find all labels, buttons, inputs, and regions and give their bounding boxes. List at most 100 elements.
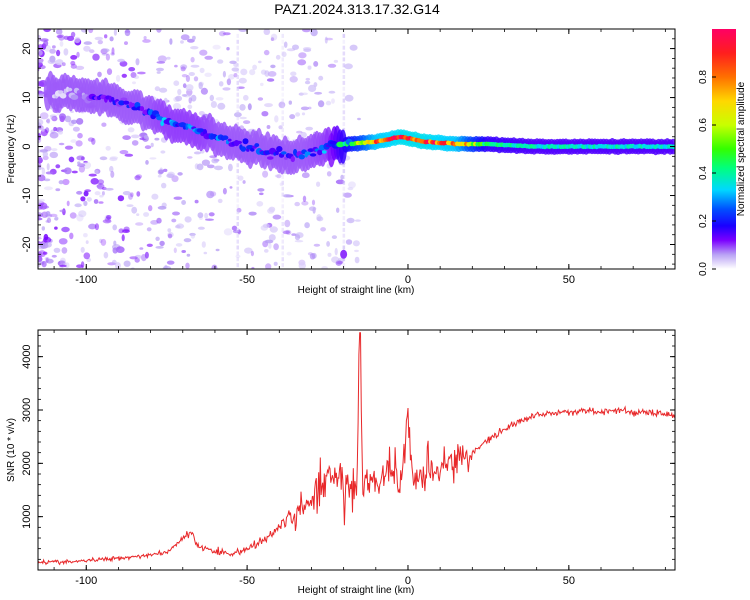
spectrogram-noise-patch (80, 261, 85, 269)
spectrogram-noise-patch (193, 76, 199, 82)
spectrogram-ridge-cell (240, 146, 247, 152)
spectrogram-noise-patch (94, 191, 101, 196)
spectrogram-noise-stripe (281, 216, 284, 221)
spectrogram-noise-patch (98, 201, 104, 204)
spectrogram-noise-patch (301, 92, 308, 96)
spectrogram-noise-patch (43, 233, 49, 241)
spectrogram-noise-patch (217, 102, 226, 110)
spectrogram-noise-patch (38, 203, 43, 210)
spectrogram-noise-patch (45, 211, 51, 217)
spectrogram-noise-patch (58, 34, 65, 41)
spectrogram-noise-patch (295, 232, 304, 239)
spectrogram-noise-stripe (342, 75, 346, 79)
spectrogram-noise-patch (70, 60, 76, 66)
spectrogram-noise-patch (181, 94, 188, 97)
spectrogram-noise-patch (294, 240, 304, 243)
spectrogram-noise-blob (340, 249, 348, 259)
spectrogram-noise-patch (167, 233, 173, 239)
spectrogram-noise-patch (286, 48, 296, 52)
spectrogram-noise-stripe (342, 198, 346, 203)
spectrogram-noise-stripe (236, 263, 239, 268)
spectrogram-noise-patch (160, 150, 166, 154)
spectrogram-noise-stripe (281, 257, 284, 262)
spectrogram-noise-stripe (281, 245, 284, 250)
spectrogram-noise-patch (59, 41, 64, 47)
spectrogram-noise-patch (327, 252, 332, 257)
spectrogram-noise-patch (41, 260, 47, 268)
spectrogram-noise-patch (131, 206, 138, 214)
spectrogram-noise-patch (181, 74, 188, 78)
spectrogram-noise-stripe (342, 45, 346, 50)
snr-panel: -100 -50 0 50 1000 2000 3000 4000 Height of st… (6, 329, 676, 596)
y-tick-label: -20 (21, 237, 33, 253)
spectrogram-noise-patch (313, 82, 318, 88)
spectrogram-x-axis-label: Height of straight line (km) (298, 285, 415, 296)
spectrogram-noise-patch (76, 118, 84, 125)
spectrogram-noise-patch (105, 145, 111, 151)
spectrogram-ridge-cell (123, 100, 130, 105)
spectrogram-noise-patch (156, 61, 166, 64)
spectrogram-noise-stripe (236, 245, 239, 250)
spectrogram-noise-patch (38, 122, 42, 130)
spectrogram-noise-patch (115, 74, 121, 82)
spectrogram-noise-patch (82, 161, 92, 169)
spectrogram-noise-stripe (236, 186, 239, 191)
spectrogram-noise-patch (222, 87, 231, 91)
spectrogram-noise-patch (273, 261, 278, 266)
spectrogram-noise-patch (38, 250, 46, 258)
snr-frame (37, 329, 676, 571)
spectrogram-noise-patch (308, 206, 317, 211)
spectrogram-noise-patch (51, 148, 58, 152)
spectrogram-noise-patch (264, 103, 273, 108)
spectrogram-noise-patch (70, 55, 78, 60)
spectrogram-noise-patch (218, 30, 226, 37)
spectrogram-noise-patch (59, 209, 65, 213)
spectrogram-ridge-cell (227, 138, 232, 142)
spectrogram-y-axis-label: Frequency (Hz) (6, 115, 17, 184)
spectrogram-noise-stripe (281, 69, 284, 74)
spectrogram-noise-stripe (281, 127, 284, 132)
spectrogram-noise-patch (99, 238, 103, 243)
snr-plot-area (38, 330, 675, 570)
spectrogram-noise-stripe (236, 180, 239, 185)
spectrogram-noise-stripe (281, 63, 284, 68)
spectrogram-noise-stripe (237, 269, 240, 273)
spectrogram-noise-patch (218, 81, 224, 87)
spectrogram-ridge-cell (196, 128, 205, 133)
spectrogram-noise-patch (302, 29, 311, 33)
spectrogram-noise-patch (268, 206, 276, 213)
spectrogram-ridge-cell (281, 151, 287, 155)
spectrogram-noise-patch (240, 68, 248, 76)
spectrogram-noise-patch (231, 225, 238, 231)
spectrogram-noise-patch (78, 165, 85, 173)
spectrogram-noise-patch (236, 207, 242, 213)
spectrogram-noise-patch (326, 171, 332, 177)
spectrogram-noise-stripe (342, 86, 346, 91)
spectrogram-noise-patch (354, 219, 361, 222)
spectrogram-noise-patch (122, 135, 131, 141)
spectrogram-noise-patch (132, 81, 136, 85)
spectrogram-noise-patch (296, 130, 303, 134)
spectrogram-noise-patch (41, 205, 50, 209)
spectrogram-noise-patch (52, 45, 56, 49)
spectrogram-noise-patch (307, 65, 312, 70)
spectrogram-noise-stripe (281, 116, 284, 121)
spectrogram-noise-patch (192, 35, 196, 41)
spectrogram-noise-patch (69, 212, 77, 219)
x-tick-label: -50 (239, 575, 255, 587)
spectrogram-noise-patch (134, 175, 141, 181)
spectrogram-noise-patch (81, 156, 85, 161)
spectrogram-noise-patch (106, 215, 112, 220)
spectrogram-noise-patch (270, 33, 278, 41)
spectrogram-noise-patch (204, 72, 212, 78)
spectrogram-noise-patch (204, 55, 213, 60)
spectrogram-noise-patch (135, 222, 144, 226)
spectrogram-noise-patch (104, 187, 114, 191)
spectrogram-noise-patch (173, 196, 183, 200)
spectrogram-noise-patch (173, 80, 180, 86)
spectrogram-noise-patch (91, 137, 96, 145)
spectrogram-noise-stripe (281, 175, 284, 179)
spectrogram-noise-patch (262, 223, 270, 228)
spectrogram-noise-stripe (342, 186, 346, 191)
